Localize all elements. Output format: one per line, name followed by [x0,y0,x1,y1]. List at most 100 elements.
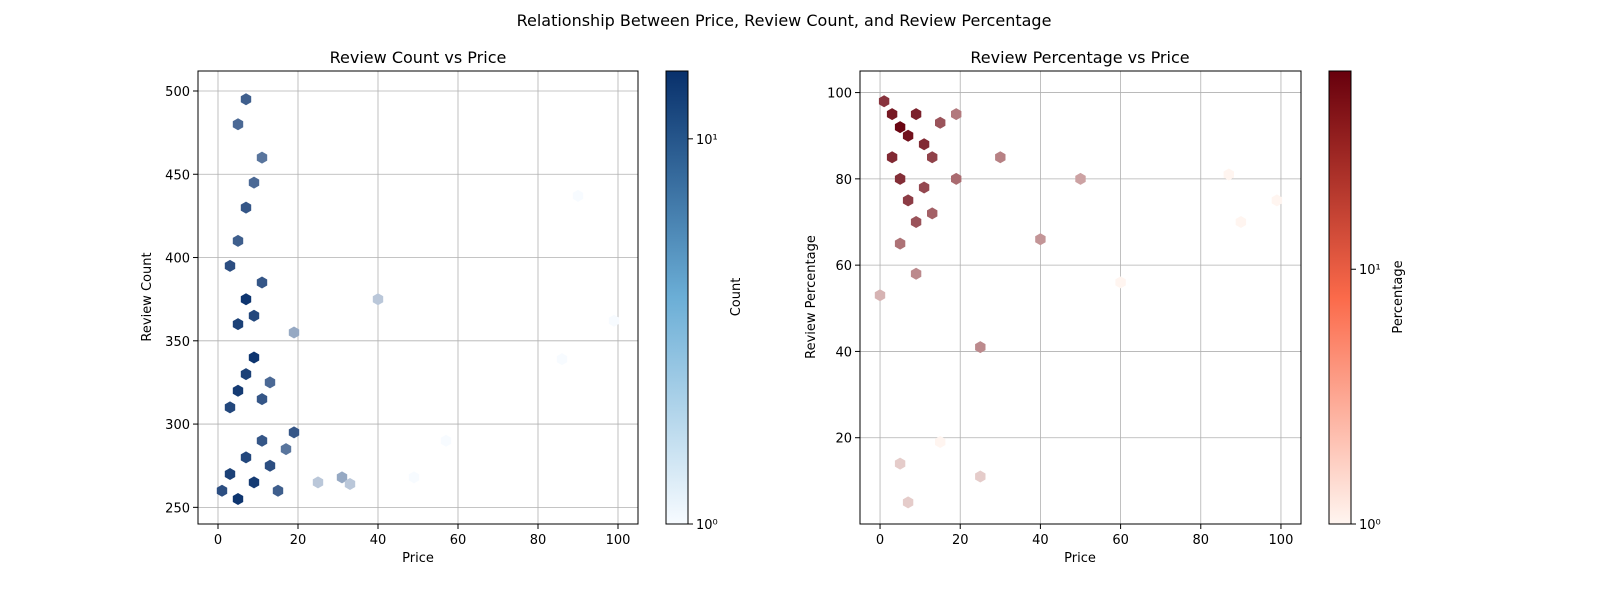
chart-title: Review Count vs Price [330,48,507,67]
x-tick-label: 60 [450,533,467,548]
hexbin-cell [951,108,962,121]
hexbin-cell [240,93,252,106]
hexbin-cell [556,353,568,366]
colorbar-label: Count [729,278,744,317]
y-axis-label: Review Count [140,252,155,341]
hexbin-cell [886,108,898,121]
hexbin-cell [372,293,384,306]
hexbin-cell [312,476,324,489]
plot-area-frame [197,70,639,525]
grid-lines [860,71,1301,524]
hexbin-cell [240,201,252,214]
x-tick-label: 20 [952,533,969,548]
colorbar-ticks: 10⁰ 10¹ [1351,263,1381,533]
y-tick-label: 400 [165,252,190,267]
hexbin-cell [1235,216,1247,228]
grid-lines [198,71,638,524]
hexbin-cell [280,443,292,456]
colorbar-tick-label: 10⁰ [1359,518,1381,533]
y-tick-label: 250 [165,501,190,516]
hexbin-cell [935,116,946,129]
hexbin-cell [256,434,268,447]
hexbin-cell [232,384,244,397]
x-tick-label: 20 [290,533,307,548]
x-tick-label: 40 [1032,533,1049,548]
hexbin-cell [902,194,914,207]
hexbin-cell [995,151,1006,164]
hexbin-cell [1035,233,1046,246]
hexbin-cell [264,376,276,389]
x-tick-label: 0 [876,533,884,548]
figure-title: Relationship Between Price, Review Count… [517,11,1052,30]
y-tick-label: 350 [165,335,190,350]
hexbin-cell [224,468,236,480]
hexbin-cell [248,176,260,189]
hexbin-cell [232,318,244,331]
hexbin-cell [256,276,268,289]
y-tick-label: 500 [165,85,190,100]
hexbin-cell [927,207,938,220]
y-tick-label: 300 [165,418,190,433]
hexbin-cell [935,436,946,448]
hexbin-cell [975,470,986,483]
x-tick-label: 0 [214,533,222,548]
x-ticks: 0 20 40 60 80 100 [214,524,631,548]
hexbin-cell [216,484,228,497]
hexbin-cell [608,314,620,327]
hexbin-cell [874,289,886,302]
hexbin-cell [240,451,252,464]
y-axis-label: Review Percentage [804,235,819,359]
hexbin-cell [264,459,276,472]
hexbin-cell [440,434,452,447]
hexbin-cell [240,293,252,306]
x-tick-label: 80 [530,533,547,548]
chart-review-percentage: Review Percentage vs Price 0 20 40 60 80 100 … [804,48,1406,566]
colorbar-ticks: 10⁰ 10¹ [688,133,718,533]
y-tick-label: 20 [835,432,852,447]
hexbin-cell [894,457,906,470]
hexbin-cell [256,393,268,406]
y-ticks: 20 40 60 80 100 [827,87,860,447]
x-tick-label: 80 [1192,533,1209,548]
plot-area-frame [859,70,1302,525]
hexbin-cell [910,216,922,228]
hexbin-cell [224,401,236,414]
hexbin-cell [344,478,356,490]
x-axis-label: Price [1064,551,1096,566]
x-tick-label: 40 [370,533,387,548]
colorbar [1328,70,1352,525]
colorbar-tick-label: 10⁰ [696,518,718,533]
hexbin-cell [1115,276,1126,289]
hexbin-cell [902,496,914,509]
hexbin-cell [894,172,906,185]
hexbin-cell [910,108,922,121]
x-tick-label: 100 [606,533,631,548]
hexbin-cell [1075,172,1086,185]
hexbin-cell [1271,194,1283,207]
y-tick-label: 80 [835,173,852,188]
hexbin-cell [902,129,914,142]
y-tick-label: 60 [835,259,852,274]
y-tick-label: 40 [835,345,852,360]
hexbin-cell [256,151,268,164]
y-ticks: 250 300 350 400 450 500 [165,85,198,516]
hexbin-cell [918,181,930,194]
hexbin-cell [910,267,922,280]
hexbin-cell [224,259,236,272]
hexbin-cell [272,484,284,497]
x-tick-label: 100 [1269,533,1294,548]
hexbin-cell [232,234,244,247]
chart-review-count: Review Count vs Price 0 20 40 60 80 100 250 30… [140,48,744,566]
hexbin-cell [288,426,300,439]
hexbin-cell [894,237,906,250]
hexbin-cell [408,471,420,484]
x-tick-label: 60 [1112,533,1129,548]
y-tick-label: 450 [165,168,190,183]
hexbin-cell [248,351,260,364]
hexbin-cell [927,151,938,164]
hexbin-cell [336,471,348,484]
hexbin-cell [951,172,962,185]
hexbin-cell [886,151,898,164]
x-axis-label: Price [402,551,434,566]
